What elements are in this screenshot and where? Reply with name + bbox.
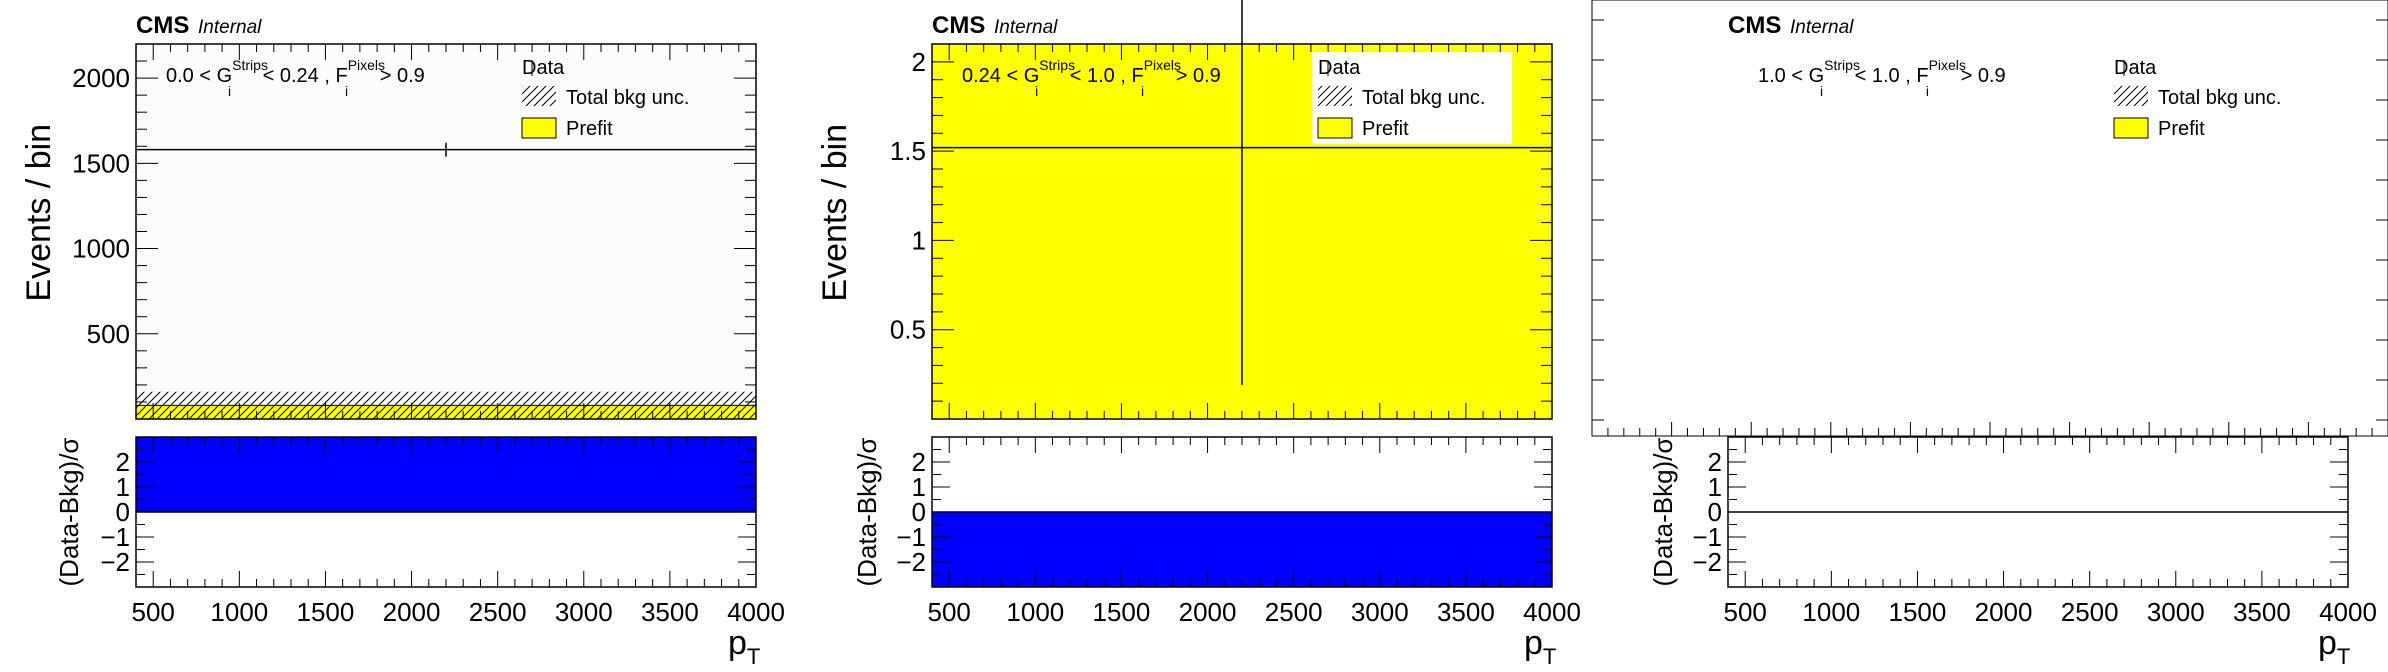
- legend-unc-swatch: [2114, 86, 2148, 106]
- x-tick-label: 500: [1724, 597, 1767, 627]
- region-label: 0.24 < GStrips i < 1.0 , FPixels i > 0.9: [962, 57, 1221, 99]
- region-label: 1.0 < GStrips i < 1.0 , FPixels i > 0.9: [1758, 57, 2006, 99]
- x-tick-label: 500: [928, 597, 971, 627]
- x-axis-label: pT: [1524, 624, 1556, 669]
- x-tick-label: 1500: [1889, 597, 1947, 627]
- x-tick-label: 2500: [2061, 597, 2119, 627]
- legend-data-label: Data: [1318, 57, 1361, 79]
- cms-label: CMS: [136, 12, 189, 39]
- x-tick-label: 2000: [383, 597, 441, 627]
- x-tick-label: 2500: [1265, 597, 1323, 627]
- x-tick-label: 3000: [2147, 597, 2205, 627]
- x-tick-label: 3500: [1437, 597, 1495, 627]
- ratio-y-tick-label: 1: [1708, 472, 1722, 502]
- ratio-y-tick-label: 2: [912, 447, 926, 477]
- legend-unc-label: Total bkg unc.: [1362, 87, 1485, 109]
- y-axis-label: Events / bin: [20, 124, 58, 302]
- ratio-y-tick-label: 0: [1708, 497, 1722, 527]
- legend-unc-label: Total bkg unc.: [2158, 87, 2281, 109]
- ratio-y-tick-label: −1: [1692, 522, 1722, 552]
- legend-unc-label: Total bkg unc.: [566, 87, 689, 109]
- x-tick-label: 2000: [1179, 597, 1237, 627]
- x-tick-label: 4000: [2319, 597, 2377, 627]
- ratio-y-tick-label: −2: [100, 547, 130, 577]
- y-tick-label: 2000: [72, 63, 130, 93]
- ratio-y-tick-label: 1: [912, 472, 926, 502]
- x-tick-label: 3500: [641, 597, 699, 627]
- y-axis-label: Events / bin: [816, 124, 854, 302]
- legend-prefit-label: Prefit: [2158, 118, 2205, 140]
- status-label: Internal: [994, 17, 1058, 38]
- upper-pad-frame: [1591, 0, 2388, 437]
- x-tick-label: 3500: [2233, 597, 2291, 627]
- ratio-y-tick-label: −2: [896, 547, 926, 577]
- ratio-panel: 210−1−2500 1000 1500 2000 2500 3000 3500 4000 (D…: [54, 436, 785, 669]
- ratio-bar: [136, 437, 756, 512]
- x-axis-label: pT: [2318, 624, 2350, 669]
- main-plot-area: [136, 44, 756, 419]
- y-tick-label: 1.5: [890, 136, 926, 166]
- ratio-y-tick-label: 0: [912, 497, 926, 527]
- x-tick-label: 1500: [297, 597, 355, 627]
- x-tick-label: 4000: [1523, 597, 1581, 627]
- status-label: Internal: [1790, 17, 1854, 38]
- y-tick-label: 1: [912, 225, 926, 255]
- ratio-panel: 210−1−2500 1000 1500 2000 2500 3000 3500 4000 (D…: [1648, 436, 2377, 669]
- x-tick-label: 2000: [1975, 597, 2033, 627]
- ratio-y-axis-label: (Data-Bkg)/σ: [1648, 438, 1678, 587]
- legend-prefit-label: Prefit: [1362, 118, 1409, 140]
- region-label: 0.0 < GStrips i < 0.24 , FPixels i > 0.9: [166, 57, 425, 99]
- x-tick-label: 3000: [1351, 597, 1409, 627]
- ratio-y-tick-label: 0: [116, 497, 130, 527]
- ratio-bar: [932, 512, 1552, 587]
- legend-prefit-swatch: [2113, 117, 2149, 139]
- y-tick-label: 500: [87, 319, 130, 349]
- x-tick-label: 3000: [555, 597, 613, 627]
- ratio-y-tick-label: 1: [116, 472, 130, 502]
- y-tick-label: 0.5: [890, 315, 926, 345]
- x-axis-label: pT: [728, 624, 760, 669]
- status-label: Internal: [198, 17, 262, 38]
- y-tick-label: 1000: [72, 234, 130, 264]
- y-tick-label: 1500: [72, 148, 130, 178]
- legend-unc-swatch: [1318, 86, 1352, 106]
- ratio-y-tick-label: 2: [116, 447, 130, 477]
- x-tick-label: 4000: [727, 597, 785, 627]
- x-tick-label: 1000: [1802, 597, 1860, 627]
- legend-unc-swatch: [522, 86, 556, 106]
- ratio-y-tick-label: −1: [896, 522, 926, 552]
- ratio-y-tick-label: 2: [1708, 447, 1722, 477]
- cms-label: CMS: [932, 12, 985, 39]
- legend-data-label: Data: [522, 57, 565, 79]
- panel-3: CMS Internal 1.0 < GStrips i < 1.0 , FPixel…: [1591, 0, 2388, 669]
- ratio-y-tick-label: −2: [1692, 547, 1722, 577]
- x-tick-label: 1000: [210, 597, 268, 627]
- x-tick-label: 500: [132, 597, 175, 627]
- legend-prefit-label: Prefit: [566, 118, 613, 140]
- ratio-y-axis-label: (Data-Bkg)/σ: [852, 438, 882, 587]
- ratio-y-tick-label: −1: [100, 522, 130, 552]
- x-tick-label: 1500: [1093, 597, 1151, 627]
- ratio-panel: 210−1−2500 1000 1500 2000 2500 3000 3500 4000 (D…: [852, 436, 1581, 669]
- ratio-y-axis-label: (Data-Bkg)/σ: [54, 438, 84, 587]
- y-tick-label: 2: [912, 47, 926, 77]
- legend-prefit-swatch: [1317, 117, 1353, 139]
- x-tick-label: 2500: [469, 597, 527, 627]
- legend-prefit-swatch: [521, 117, 557, 139]
- legend-data-label: Data: [2114, 57, 2157, 79]
- panel-2: CMS Internal 0.5 1 1.5 2 Events / bin 0.24 < GS…: [816, 0, 1581, 669]
- cms-label: CMS: [1728, 12, 1781, 39]
- x-tick-label: 1000: [1006, 597, 1064, 627]
